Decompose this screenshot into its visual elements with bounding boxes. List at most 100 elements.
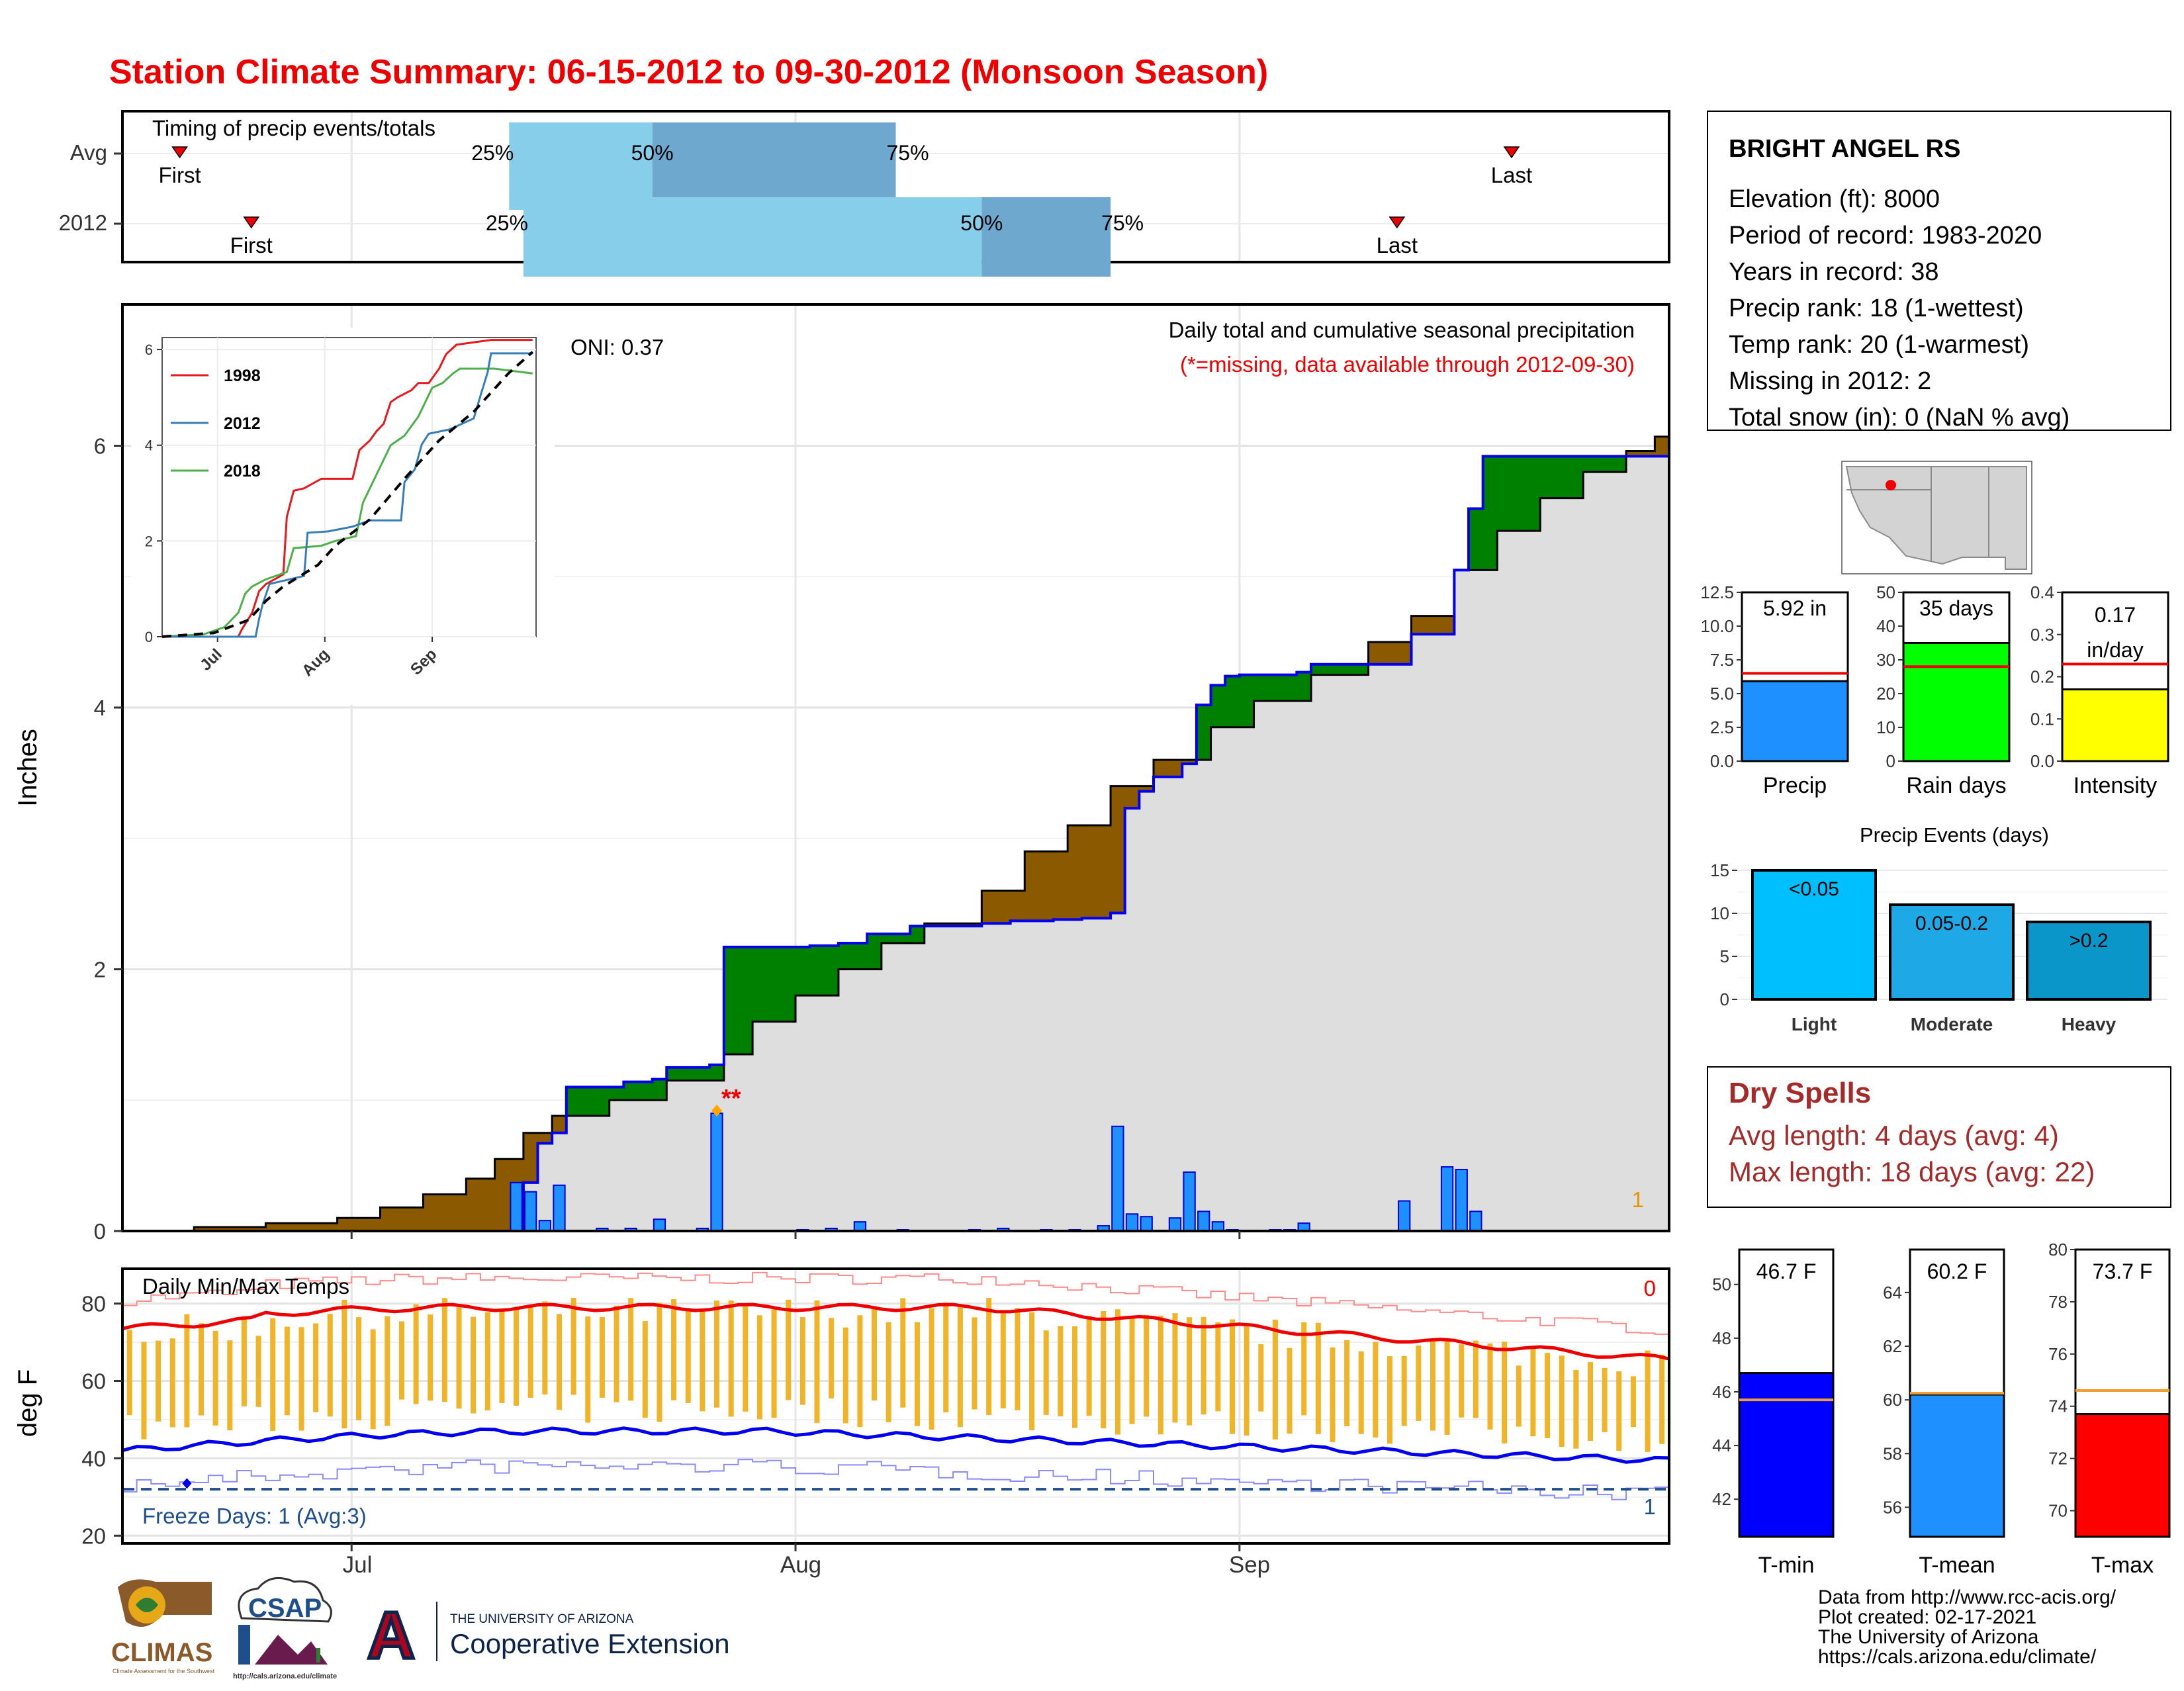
temperature-bar-charts: 42 44 46 48 50 46.7 F T-min 56 58 60 62 64 60.2 F T-m… bbox=[1712, 1240, 2171, 1578]
above-average-fill bbox=[566, 1087, 582, 1116]
daily-temp-bar bbox=[700, 1310, 705, 1412]
climas-logo: CLIMAS Climate Assessment for the Southw… bbox=[111, 1579, 215, 1674]
above-average-fill bbox=[1583, 456, 1598, 473]
below-average-fill bbox=[523, 1132, 539, 1183]
summary-bar-precip bbox=[1741, 680, 1849, 762]
precip-ytick-label: 4 bbox=[94, 696, 106, 720]
daily-temp-bar bbox=[1473, 1340, 1479, 1418]
daily-temp-bar bbox=[356, 1317, 362, 1420]
daily-temp-bar bbox=[799, 1317, 805, 1405]
daily-temp-bar bbox=[385, 1316, 390, 1426]
daily-temp-bar bbox=[628, 1298, 634, 1401]
daily-temp-bar bbox=[141, 1342, 147, 1440]
above-average-fill bbox=[738, 946, 753, 1055]
temp-summary-bar-t-mean bbox=[1909, 1393, 2005, 1538]
above-average-fill bbox=[1282, 674, 1297, 702]
daily-precip-bar bbox=[1168, 1217, 1182, 1232]
daily-temp-bar bbox=[1616, 1371, 1622, 1451]
daily-temp-bar bbox=[1029, 1312, 1035, 1431]
below-average-fill bbox=[208, 1227, 224, 1231]
footer-url: https://cals.arizona.edu/climate/ bbox=[1818, 1646, 2097, 1668]
daily-temp-bar bbox=[1416, 1346, 1422, 1421]
temp-min-count: 1 bbox=[1644, 1494, 1656, 1519]
timing-panel: 25% 50% 75% First Last 25% 50% 75% First Last Tim… bbox=[59, 110, 1670, 277]
dry-spells-frame bbox=[1707, 1066, 2171, 1208]
daily-temp-bar bbox=[642, 1321, 648, 1418]
month-label-aug: Aug bbox=[780, 1552, 821, 1578]
daily-temp-bar bbox=[456, 1307, 462, 1409]
below-average-fill bbox=[194, 1227, 209, 1231]
below-average-fill bbox=[480, 1178, 496, 1231]
cumulative-2012-line bbox=[122, 455, 1669, 1232]
daily-temp-bar bbox=[1258, 1344, 1264, 1412]
figure-title: Station Climate Summary: 06-15-2012 to 0… bbox=[109, 53, 1268, 91]
above-average-fill bbox=[881, 934, 897, 943]
below-average-fill bbox=[337, 1218, 352, 1231]
temp-summary-ytick-label: 70 bbox=[2048, 1501, 2068, 1521]
daily-temp-bar bbox=[1630, 1376, 1636, 1428]
events-bar-label: 0.05-0.2 bbox=[1915, 913, 1988, 935]
temp-summary-ytick-label: 60 bbox=[1883, 1390, 1902, 1410]
summary-category-label: Precip bbox=[1763, 773, 1827, 798]
daily-temp-bar bbox=[986, 1298, 992, 1416]
events-ytick-label: 0 bbox=[1720, 989, 1729, 1009]
daily-precip-bar bbox=[510, 1181, 523, 1232]
events-ytick-label: 15 bbox=[1710, 860, 1729, 880]
daily-precip-bar bbox=[653, 1218, 666, 1232]
events-bar-label: >0.2 bbox=[2069, 930, 2108, 952]
daily-temp-bar bbox=[1487, 1343, 1493, 1430]
precip-count-label: 1 bbox=[1632, 1187, 1644, 1212]
footer-university: The University of Arizona bbox=[1818, 1626, 2039, 1648]
above-average-fill bbox=[680, 1067, 696, 1081]
temp-summary-ytick-label: 62 bbox=[1883, 1336, 1902, 1356]
summary-unit-label: in/day bbox=[2087, 638, 2143, 662]
above-average-fill bbox=[910, 926, 925, 943]
daily-temp-bar bbox=[298, 1327, 304, 1431]
above-average-fill bbox=[1612, 456, 1627, 473]
daily-temp-bar bbox=[743, 1306, 749, 1412]
daily-precip-bar bbox=[1111, 1125, 1124, 1232]
above-average-fill bbox=[652, 1079, 667, 1101]
summary-ytick-label: 7.5 bbox=[1710, 650, 1734, 670]
daily-temp-bar bbox=[771, 1309, 777, 1418]
csap-logo: CSAP http://cals.arizona.edu/climate bbox=[233, 1577, 337, 1680]
daily-precip-bar bbox=[1440, 1166, 1454, 1232]
temp-summary-ytick-label: 50 bbox=[1712, 1275, 1731, 1295]
daily-temp-bar bbox=[1187, 1317, 1193, 1426]
below-average-fill bbox=[1655, 436, 1670, 457]
daily-temp-bar bbox=[1444, 1340, 1450, 1435]
daily-temp-bar bbox=[1659, 1354, 1665, 1444]
temp-ylabel: deg F bbox=[13, 1369, 42, 1437]
below-average-fill bbox=[1068, 825, 1083, 920]
daily-temp-bar bbox=[556, 1314, 562, 1410]
precip-ytick-label: 2 bbox=[94, 958, 106, 982]
daily-precip-bar bbox=[1398, 1200, 1411, 1232]
daily-temp-bar bbox=[441, 1298, 447, 1402]
timing-bar-25-50 bbox=[509, 122, 653, 210]
below-average-fill bbox=[552, 1115, 567, 1133]
daily-temp-bar bbox=[284, 1326, 290, 1416]
daily-temp-bar bbox=[585, 1316, 591, 1423]
below-average-fill bbox=[265, 1223, 281, 1231]
below-average-fill bbox=[1426, 616, 1441, 635]
above-average-fill bbox=[580, 1087, 596, 1116]
below-average-fill bbox=[1010, 890, 1025, 921]
record-max-temp-line bbox=[122, 1271, 1669, 1335]
temp-title: Daily Min/Max Temps bbox=[142, 1274, 349, 1299]
temp-summary-ytick-label: 48 bbox=[1712, 1328, 1731, 1348]
daily-temp-bar bbox=[786, 1299, 792, 1400]
timing-label-75: 75% bbox=[886, 141, 929, 165]
summary-ytick-label: 0.2 bbox=[2030, 667, 2054, 687]
temp-summary-ytick-label: 46 bbox=[1712, 1382, 1731, 1402]
average-max-temp-line bbox=[122, 1303, 1670, 1361]
above-average-fill bbox=[595, 1087, 610, 1116]
precip-ytick-label: 0 bbox=[94, 1219, 106, 1244]
last-event-marker bbox=[1388, 216, 1406, 229]
temp-summary-bar-t-max bbox=[2074, 1413, 2171, 1538]
below-average-fill bbox=[995, 890, 1011, 924]
daily-temp-bar bbox=[570, 1298, 576, 1395]
daily-temp-bar bbox=[212, 1330, 218, 1426]
events-bar-heavy bbox=[2026, 921, 2152, 1001]
above-average-fill bbox=[1239, 674, 1255, 727]
